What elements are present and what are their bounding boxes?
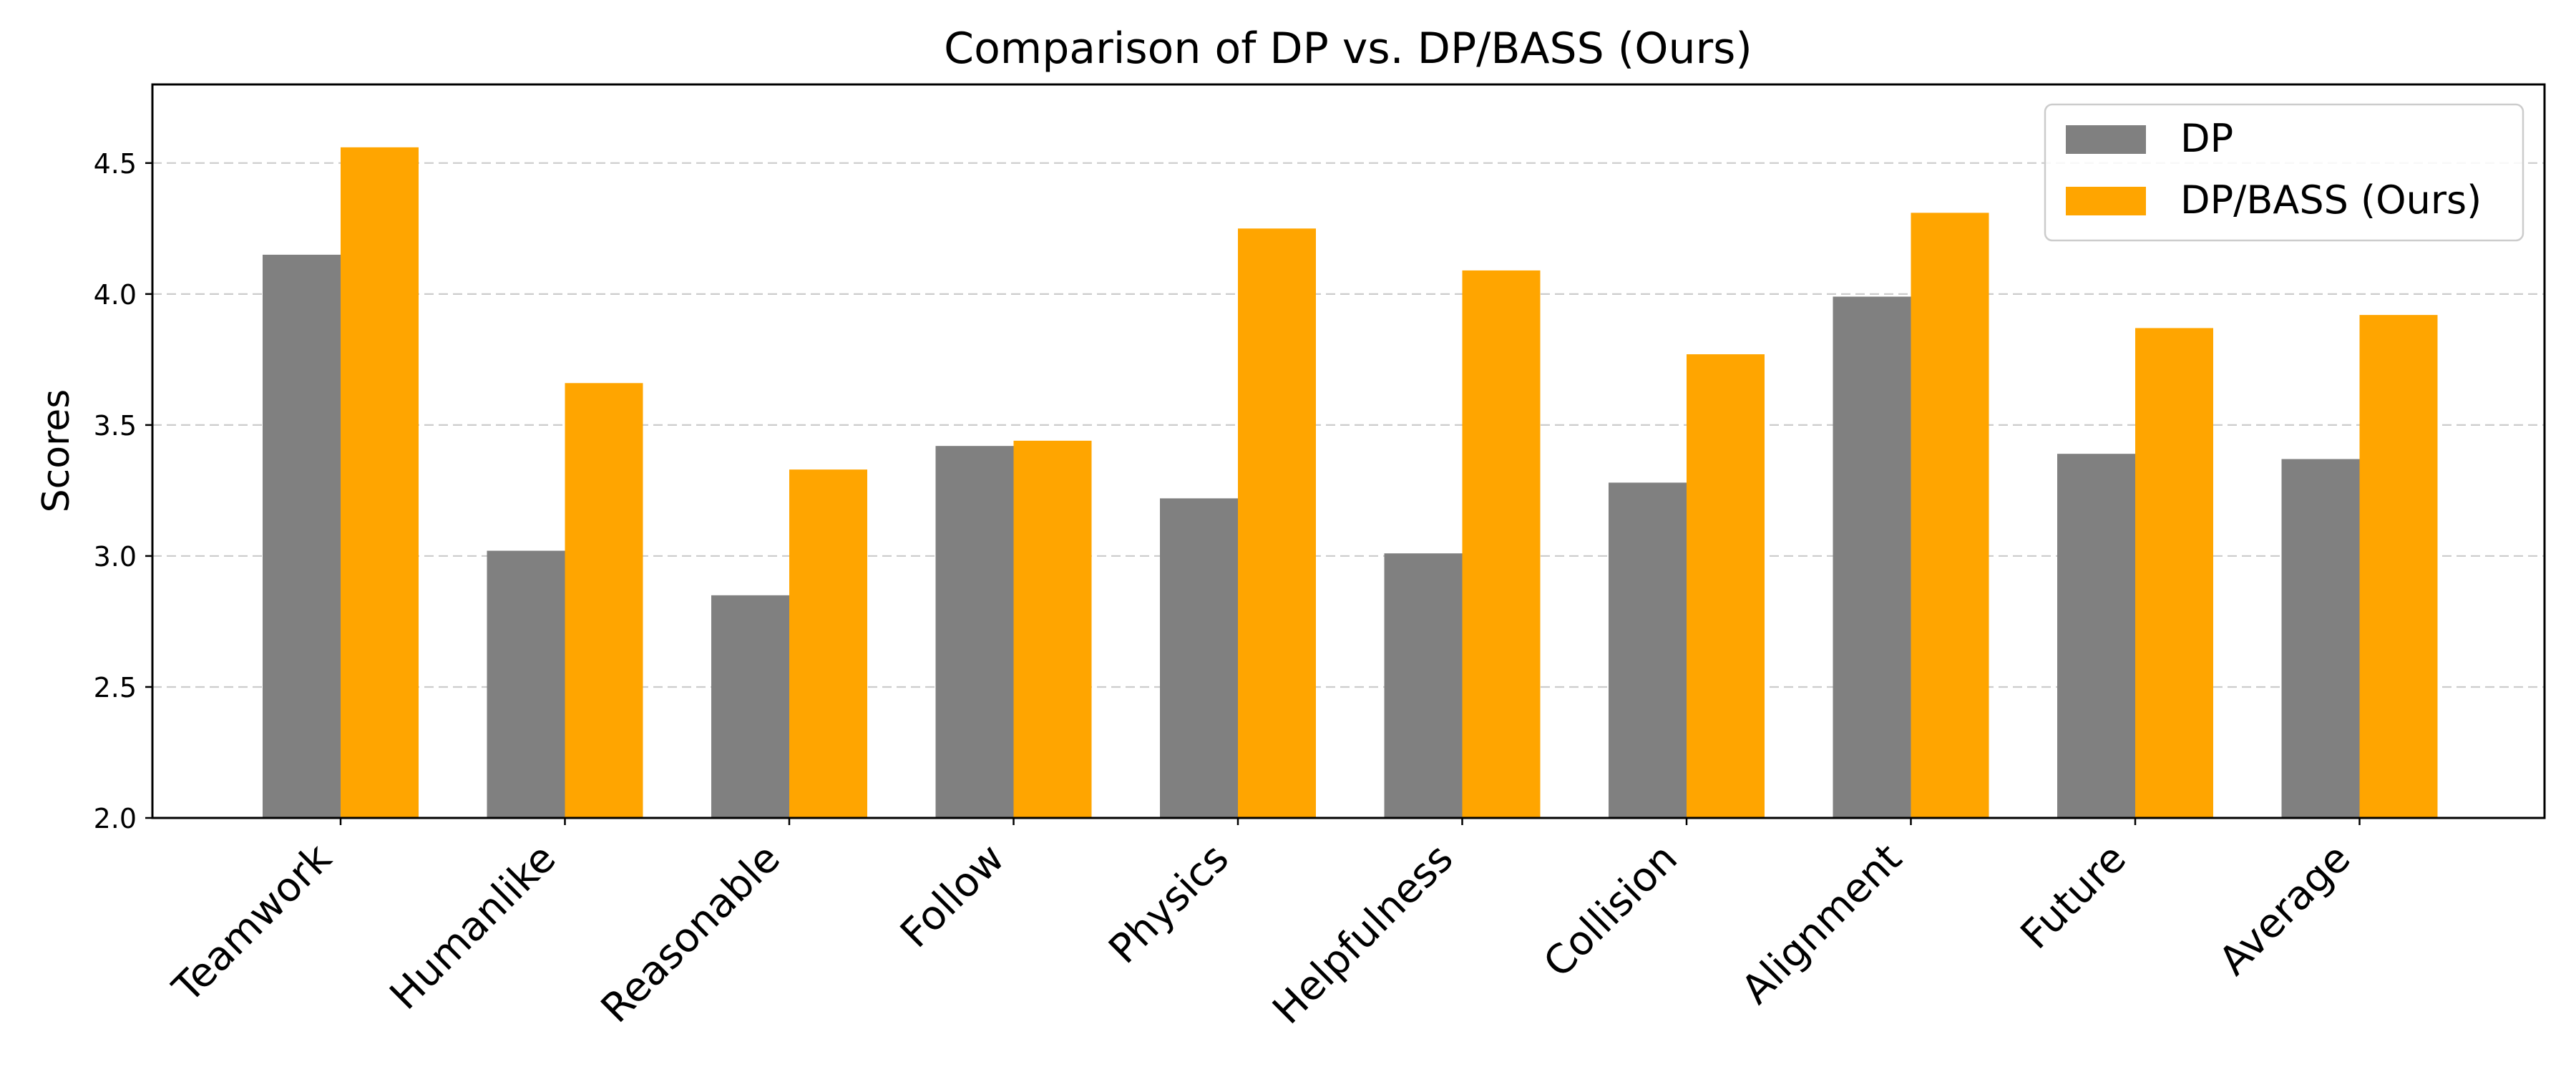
bar-dp-bass-ours-helpfulness [1462,270,1541,818]
bar-dp-reasonable [711,595,789,818]
bar-dp-future [2057,454,2135,818]
bar-dp-alignment [1833,296,1911,819]
legend: DP DP/BASS (Ours) [2044,103,2524,242]
legend-box [2044,103,2524,242]
bar-dp-collision [1609,482,1687,818]
bar-dp-physics [1160,498,1238,818]
y-tick-label: 2.0 [94,803,137,834]
bar-dp-bass-ours-follow [1013,440,1092,818]
legend-swatch-dp [2066,125,2146,154]
bar-dp-bass-ours-collision [1687,354,1765,818]
bar-dp-helpfulness [1384,553,1463,818]
bar-dp-bass-ours-humanlike [565,383,643,818]
bar-dp-teamwork [263,254,341,819]
y-tick-label: 3.0 [94,541,137,572]
bar-dp-bass-ours-alignment [1911,213,1989,818]
plot-frame [151,83,2546,819]
legend-label-dp: DP [2180,116,2233,161]
bar-dp-humanlike [487,550,565,818]
chart-title: Comparison of DP vs. DP/BASS (Ours) [944,24,1752,74]
bar-dp-bass-ours-physics [1238,228,1316,818]
bar-dp-average [2281,459,2360,818]
y-tick-label: 4.5 [94,148,137,180]
y-axis-label: Scores [35,389,78,513]
legend-swatch-dp-bass [2066,187,2146,215]
bar-dp-follow [935,446,1014,818]
bar-dp-bass-ours-future [2135,328,2213,819]
legend-label-dp-bass: DP/BASS (Ours) [2180,177,2482,223]
y-tick-label: 3.5 [94,410,137,442]
bar-dp-bass-ours-teamwork [341,147,419,818]
bar-dp-bass-ours-reasonable [789,469,867,818]
y-tick-label: 2.5 [94,672,137,703]
y-axis-ticks: 2.0 2.5 3.0 3.5 4.0 4.5 [94,148,152,834]
y-tick-label: 4.0 [94,279,137,311]
bar-dp-bass-ours-average [2359,315,2438,819]
bars [263,147,2438,819]
